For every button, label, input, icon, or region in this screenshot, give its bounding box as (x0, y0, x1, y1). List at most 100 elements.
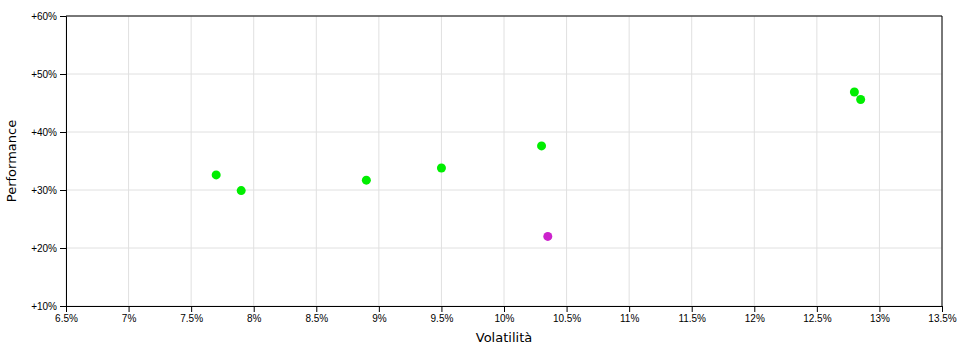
grid-line-x (754, 16, 755, 306)
x-tick-mark (629, 306, 630, 312)
grid-line-y (66, 74, 942, 75)
y-tick: +10% (31, 301, 66, 312)
y-tick: +60% (31, 11, 66, 22)
x-tick-label: 13% (870, 313, 890, 324)
grid-line-y (66, 132, 942, 133)
grid-line-x (504, 16, 505, 306)
point (537, 141, 546, 150)
x-tick: 11.5% (678, 306, 706, 324)
plot: 6.5% 7% 7.5% 8% 8.5% 9% 9.5% 10% 10.5% 11% 11.5% 12… (31, 11, 957, 324)
grid-line-x (879, 16, 880, 306)
y-tick-label: +60% (31, 11, 57, 22)
point (856, 95, 865, 104)
x-tick-label: 11.5% (678, 313, 706, 324)
x-tick-label: 10.5% (553, 313, 581, 324)
y-axis-title: Performance (4, 120, 19, 202)
x-tick: 13% (870, 306, 890, 324)
y-tick-label: +40% (31, 127, 57, 138)
y-axis: +10% +20% +30% +40% +50% +60% (31, 11, 66, 312)
x-tick-label: 7% (122, 313, 137, 324)
x-tick: 12% (745, 306, 765, 324)
x-axis-title: Volatilità (476, 330, 532, 345)
x-tick: 6.5% (55, 306, 78, 324)
x-tick-label: 9.5% (431, 313, 454, 324)
point (850, 87, 859, 96)
y-tick-label: +30% (31, 185, 57, 196)
y-axis-line (60, 17, 67, 307)
y-tick-label: +50% (31, 69, 57, 80)
grid-line-x (629, 16, 630, 306)
grid-line-x (691, 16, 692, 306)
grid (66, 16, 942, 306)
y-tick-label: +10% (31, 301, 57, 312)
x-axis: 6.5% 7% 7.5% 8% 8.5% 9% 9.5% 10% 10.5% 11% 11.5% 12… (55, 306, 957, 324)
plot-frame (942, 16, 943, 306)
grid-line-x (378, 16, 379, 306)
x-tick-mark (379, 306, 380, 312)
y-tick: +40% (31, 127, 66, 138)
grid-line-y (66, 190, 942, 191)
x-tick-mark (692, 306, 693, 312)
grid-line-x (191, 16, 192, 306)
grid-line-x (942, 16, 943, 306)
y-tick-mark (60, 190, 66, 191)
grid-line-x (816, 16, 817, 306)
x-tick: 13.5% (928, 306, 956, 324)
x-tick: 11% (620, 306, 639, 324)
point (437, 163, 446, 172)
point (362, 176, 371, 185)
y-tick: +50% (31, 69, 66, 80)
y-tick: +30% (31, 185, 66, 196)
y-tick-mark (60, 248, 66, 249)
x-tick-mark (316, 306, 317, 312)
point (543, 232, 552, 241)
x-tick-label: 12% (745, 313, 765, 324)
x-tick-label: 6.5% (55, 313, 78, 324)
x-tick-mark (817, 306, 818, 312)
grid-line-x (253, 16, 254, 306)
x-tick-label: 9% (372, 313, 387, 324)
grid-line-x (441, 16, 442, 306)
point (212, 170, 221, 179)
grid-line-y (66, 248, 942, 249)
series (212, 87, 865, 195)
x-tick: 10.5% (553, 306, 581, 324)
x-tick-label: 11% (620, 313, 639, 324)
x-axis-line (67, 307, 943, 313)
grid-line-y (66, 16, 942, 17)
x-tick-label: 7.5% (180, 313, 203, 324)
x-tick-label: 10% (494, 313, 514, 324)
x-tick: 8.5% (305, 306, 328, 324)
points (212, 87, 865, 240)
y-tick-mark (60, 74, 66, 75)
series (543, 232, 552, 241)
x-tick: 10% (494, 306, 514, 324)
x-tick-mark (879, 306, 880, 312)
x-tick: 9% (372, 306, 387, 324)
grid-line-x (566, 16, 567, 306)
chart: 6.5% 7% 7.5% 8% 8.5% 9% 9.5% 10% 10.5% 11% 11.5% 12… (0, 0, 966, 350)
y-tick-label: +20% (31, 243, 57, 254)
x-tick-label: 8.5% (305, 313, 328, 324)
x-tick: 9.5% (431, 306, 454, 324)
grid-line-x (128, 16, 129, 306)
x-tick: 8% (247, 306, 262, 324)
y-tick-mark (60, 132, 66, 133)
x-tick-mark (567, 306, 568, 312)
x-tick-mark (441, 306, 442, 312)
x-tick-mark (504, 306, 505, 312)
y-tick-mark (60, 306, 66, 307)
x-tick-mark (254, 306, 255, 312)
y-tick-mark (60, 16, 66, 17)
x-tick: 7.5% (180, 306, 203, 324)
x-tick-mark (191, 306, 192, 312)
x-tick-mark (129, 306, 130, 312)
x-tick-label: 12.5% (803, 313, 831, 324)
x-tick: 12.5% (803, 306, 831, 324)
x-tick-label: 13.5% (928, 313, 956, 324)
y-tick: +20% (31, 243, 66, 254)
plot-frame (66, 16, 942, 17)
x-tick-mark (754, 306, 755, 312)
x-tick-mark (942, 306, 943, 312)
x-tick: 7% (122, 306, 137, 324)
